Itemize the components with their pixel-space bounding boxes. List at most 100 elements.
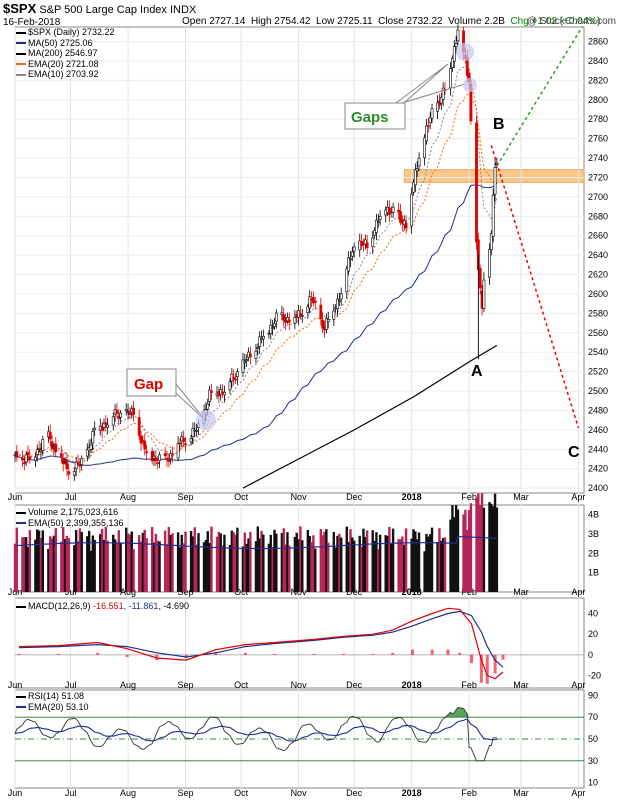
- price-tick-label: 2740: [588, 153, 608, 163]
- volume-bar: [80, 531, 83, 592]
- x-tick-label: Feb: [461, 788, 477, 798]
- candle-body: [93, 427, 97, 430]
- macd-histogram-bar: [458, 652, 462, 655]
- volume-bar: [54, 528, 57, 592]
- volume-bar: [377, 549, 380, 592]
- gaps-callout-arrow: [391, 63, 466, 107]
- volume-bar: [215, 536, 219, 592]
- candle-body: [152, 455, 156, 459]
- high-value: High 2754.42: [250, 16, 311, 27]
- volume-bar: [267, 543, 271, 592]
- candle-body: [306, 306, 310, 313]
- ma50-line: [14, 182, 498, 466]
- candle-body: [76, 461, 80, 464]
- candle-body: [241, 359, 245, 373]
- candle-body: [404, 222, 408, 229]
- macd-tick-label: 40: [588, 609, 598, 619]
- volume-bar: [176, 532, 180, 592]
- candle-body: [313, 300, 317, 303]
- volume-bar: [391, 528, 395, 592]
- candle-body: [126, 411, 130, 413]
- candle-body: [454, 43, 458, 47]
- volume-bar: [65, 535, 69, 592]
- volume-bar: [284, 544, 287, 592]
- candle-body: [243, 360, 247, 363]
- candle-body: [413, 169, 417, 186]
- candle-body: [156, 462, 160, 465]
- volume-bar: [254, 541, 258, 592]
- volume-tick-label: 3B: [588, 529, 599, 539]
- candle-body: [319, 304, 323, 320]
- price-tick-label: 2480: [588, 405, 608, 415]
- volume-bar: [410, 538, 413, 592]
- volume-bar: [137, 535, 141, 592]
- volume-bar: [23, 537, 26, 592]
- volume-bar: [165, 544, 169, 592]
- x-tick-label: Mar: [513, 680, 529, 690]
- price-tick-label: 2560: [588, 328, 608, 338]
- x-tick-label: Apr: [571, 587, 585, 597]
- candle-body: [111, 416, 115, 426]
- candle-body: [24, 454, 28, 463]
- candle-body: [59, 453, 63, 457]
- x-tick-label: Jun: [8, 680, 23, 690]
- macd-tick-label: 0: [588, 650, 593, 660]
- x-tick-label: Jul: [65, 587, 77, 597]
- volume-bar: [282, 528, 285, 592]
- candle-body: [287, 319, 291, 323]
- macd-histogram-bar: [446, 649, 450, 655]
- macd-value: -16.551: [93, 601, 124, 611]
- volume-bar: [180, 534, 184, 592]
- candle-body: [326, 319, 330, 322]
- volume-bar: [321, 535, 324, 592]
- volume-bar: [154, 533, 158, 592]
- candle-body: [488, 249, 491, 278]
- volume-value: Volume 2.2B: [448, 16, 505, 27]
- volume-bar: [184, 531, 187, 592]
- volume-bar: [73, 545, 76, 592]
- volume-bar: [436, 541, 439, 592]
- x-tick-label: Jun: [8, 788, 23, 798]
- volume-bar: [352, 540, 356, 592]
- candle-body: [195, 430, 199, 432]
- x-tick-label: Dec: [346, 680, 363, 690]
- candle-body: [300, 315, 304, 317]
- close-value: Close 2732.22: [378, 16, 443, 27]
- price-tick-label: 2680: [588, 211, 608, 221]
- candle-body: [232, 376, 236, 380]
- macd-histogram-bar: [312, 653, 316, 655]
- gap-label: Gap: [134, 376, 163, 393]
- volume-bar: [191, 536, 195, 592]
- volume-bar: [130, 531, 133, 592]
- volume-bar: [145, 538, 148, 592]
- volume-bar: [74, 530, 78, 592]
- moving-averages: [14, 65, 498, 466]
- volume-bar: [475, 497, 478, 592]
- volume-bar: [221, 545, 224, 592]
- volume-tick-label: 1B: [588, 568, 599, 578]
- volume-bar: [375, 532, 378, 592]
- candle-body: [100, 427, 104, 431]
- volume-bar: [275, 533, 278, 592]
- x-tick-label: 2018: [402, 680, 422, 690]
- volume-bar: [306, 529, 310, 592]
- candle-body: [410, 193, 414, 227]
- volume-bar: [247, 538, 250, 592]
- macd-line: [18, 607, 504, 680]
- candle-body: [104, 422, 108, 425]
- volume-bar: [482, 507, 486, 592]
- candle-body: [269, 324, 273, 334]
- volume-bar: [143, 529, 146, 592]
- volume-bar: [182, 543, 185, 592]
- volume-bar: [490, 503, 493, 592]
- x-tick-label: Nov: [291, 492, 308, 502]
- candle-body: [115, 410, 119, 414]
- price-tick-label: 2840: [588, 56, 608, 66]
- x-tick-label: Sep: [178, 492, 194, 502]
- x-tick-label: Jul: [65, 788, 77, 798]
- change-value: Chg +1.02 (+0.04%): [510, 16, 601, 27]
- x-tick-label: 2018: [402, 788, 422, 798]
- volume-bar: [141, 532, 145, 592]
- candle-body: [482, 279, 486, 309]
- legend-item-rsi-ema: EMA(20) 53.10: [16, 702, 89, 713]
